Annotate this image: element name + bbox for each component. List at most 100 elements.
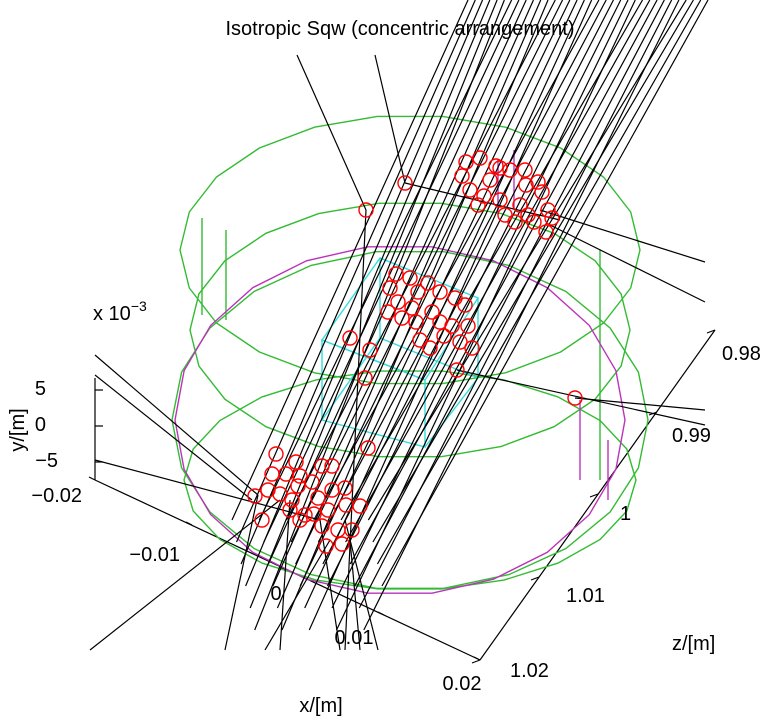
- ray-line: [276, 0, 542, 609]
- event-marker: [342, 330, 358, 346]
- event-marker: [492, 160, 508, 176]
- event-marker: [444, 318, 460, 334]
- ray-line: [286, 0, 556, 521]
- ray-line: [240, 0, 484, 565]
- ray-line: [296, 54, 367, 211]
- ray-line: [354, 0, 665, 587]
- z-tick-label: 1.01: [566, 585, 605, 607]
- z-tick-label: 0.99: [672, 425, 711, 447]
- y-tick-label: 5: [35, 378, 46, 400]
- x-tick-mark: [377, 611, 385, 616]
- x-tick-label: 0.02: [443, 673, 482, 695]
- event-marker: [310, 490, 326, 506]
- z-tick-mark: [530, 576, 540, 581]
- event-marker: [254, 512, 270, 528]
- event-marker: [284, 492, 300, 508]
- event-marker: [464, 340, 480, 356]
- ray-line: [264, 539, 331, 651]
- ray-line: [263, 0, 520, 543]
- z-axis-line: [479, 329, 716, 661]
- event-marker: [538, 224, 554, 240]
- ray-line: [295, 0, 571, 565]
- z-tick-mark: [589, 493, 599, 498]
- z-tick-label: 0.98: [722, 343, 761, 365]
- inner-cylinder-ring: [174, 246, 626, 594]
- event-marker: [567, 390, 583, 406]
- ray-line: [290, 0, 564, 543]
- event-marker: [412, 332, 428, 348]
- event-marker: [344, 522, 360, 538]
- z-tick-label: 1: [620, 503, 631, 525]
- event-marker: [324, 458, 340, 474]
- event-marker: [422, 340, 438, 356]
- x-tick-label: 0: [270, 583, 281, 605]
- y-exponent-label: x 10−3: [93, 298, 147, 325]
- y-tick-label: −5: [35, 450, 58, 472]
- ray-line: [344, 209, 367, 651]
- event-marker: [362, 342, 378, 358]
- chart-title: Isotropic Sqw (concentric arrangement): [225, 18, 574, 40]
- ray-line: [224, 494, 259, 651]
- ray-line: [319, 519, 341, 651]
- ray-line: [349, 0, 658, 565]
- cylinder-ring: [179, 115, 641, 385]
- event-marker: [472, 150, 488, 166]
- event-marker: [260, 482, 276, 498]
- event-marker: [268, 446, 284, 462]
- y-exponent-power: −3: [131, 298, 147, 314]
- ray-line: [372, 0, 694, 543]
- event-marker: [288, 454, 304, 470]
- ray-line: [89, 499, 281, 651]
- y-axis-label: y/[m]: [7, 408, 29, 451]
- event-marker: [352, 498, 368, 514]
- z-tick-mark: [471, 659, 481, 664]
- event-marker: [358, 202, 374, 218]
- event-marker: [462, 182, 478, 198]
- event-marker: [382, 280, 398, 296]
- ray-line: [326, 0, 622, 587]
- event-marker: [397, 175, 413, 191]
- outer-cylinders: [171, 115, 649, 590]
- ray-line: [340, 0, 644, 521]
- event-marker: [247, 488, 263, 504]
- x-tick-label: 0.01: [335, 627, 374, 649]
- scattering-events: [247, 150, 583, 554]
- ray-line: [235, 0, 476, 543]
- ray-line: [358, 0, 673, 609]
- ray-line: [367, 0, 687, 521]
- ray-line: [279, 499, 291, 651]
- ray-line: [258, 0, 513, 521]
- ray-line: [349, 539, 361, 651]
- ray-line: [322, 0, 614, 565]
- event-marker: [526, 214, 542, 230]
- ray-line: [94, 354, 259, 496]
- event-marker: [290, 478, 306, 494]
- ray-line: [245, 0, 491, 587]
- event-marker: [492, 192, 508, 208]
- event-marker: [454, 168, 470, 184]
- event-marker: [402, 270, 418, 286]
- event-marker: [297, 507, 313, 523]
- event-marker: [420, 275, 436, 291]
- event-marker: [278, 466, 294, 482]
- ray-line: [549, 224, 706, 303]
- event-marker: [517, 162, 533, 178]
- ray-line: [254, 0, 505, 631]
- event-marker: [507, 214, 523, 230]
- event-marker: [357, 370, 373, 386]
- event-marker: [388, 266, 404, 282]
- x-axis-label: x/[m]: [299, 695, 342, 717]
- cylinder-ring: [189, 202, 631, 458]
- ray-line: [317, 0, 607, 543]
- event-marker: [292, 512, 308, 528]
- x-tick-label: −0.01: [129, 544, 180, 566]
- event-marker: [404, 300, 420, 316]
- event-marker: [410, 284, 426, 300]
- ray-line: [574, 397, 706, 411]
- event-marker: [540, 202, 556, 218]
- event-marker: [457, 297, 473, 313]
- ray-line: [267, 0, 527, 565]
- event-marker: [408, 314, 424, 330]
- event-marker: [314, 458, 330, 474]
